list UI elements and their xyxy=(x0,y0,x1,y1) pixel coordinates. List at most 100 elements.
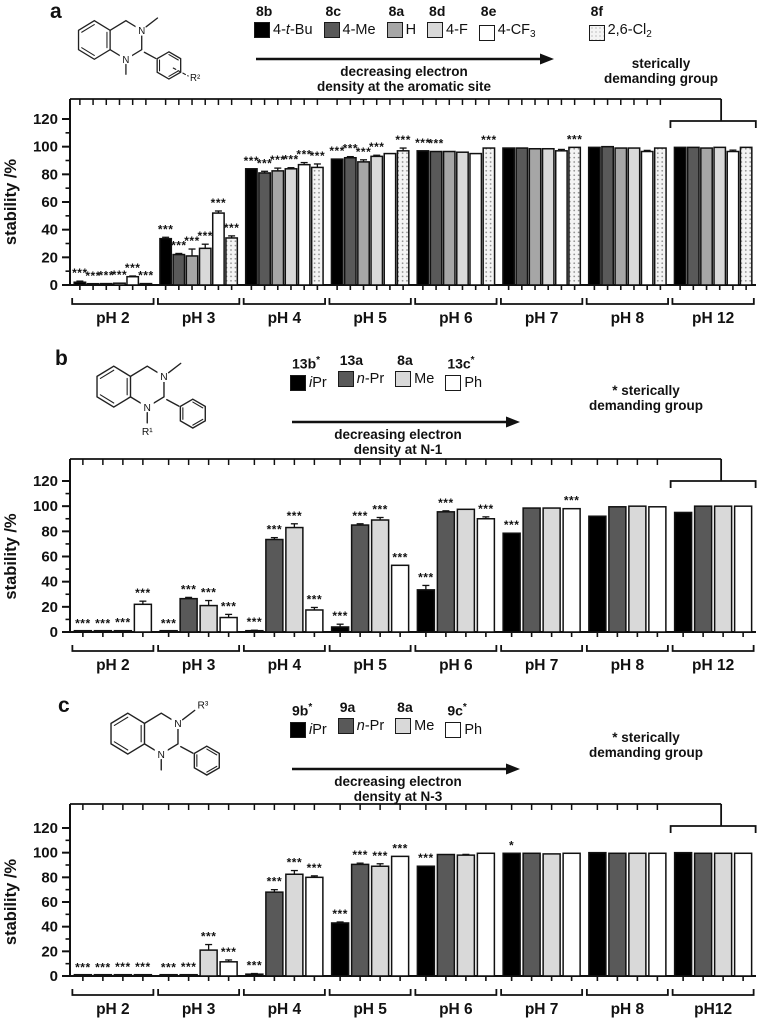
legend-swatch xyxy=(254,22,270,38)
legend-label: iPr xyxy=(309,721,327,738)
benzene-ring xyxy=(96,365,132,408)
legend-c: 9b* iPr 9a n-Pr 8a Me 9c* Ph xyxy=(290,700,493,738)
bar xyxy=(562,507,581,633)
x-category-label: pH 4 xyxy=(268,1001,302,1018)
bar xyxy=(429,150,443,286)
legend-label: 4-CF3 xyxy=(497,22,536,40)
significance-stars: *** xyxy=(267,523,283,537)
bar xyxy=(628,852,647,977)
bar xyxy=(608,506,627,633)
x-category-label: pH 7 xyxy=(525,1001,559,1018)
x-category-label: pH 8 xyxy=(611,310,645,327)
trend-arrow-b xyxy=(292,416,520,428)
y-tick-label: 0 xyxy=(50,277,58,294)
y-tick-label: 20 xyxy=(41,599,58,616)
bar xyxy=(305,609,324,633)
legend-label: Me xyxy=(414,718,435,734)
x-category-label: pH 12 xyxy=(692,657,734,674)
bar xyxy=(648,852,667,977)
bar xyxy=(733,852,753,977)
legend-swatch xyxy=(323,22,340,38)
chemical-structure-c: N N R³ xyxy=(110,701,220,776)
trend-arrow-caption-a: decreasing electron density at the aroma… xyxy=(254,64,554,94)
side-note-line: demanding group xyxy=(589,745,703,760)
significance-stars: *** xyxy=(247,615,263,629)
bar xyxy=(476,518,496,633)
legend-item-9c: 9c* Ph xyxy=(445,700,482,738)
significance-stars: *** xyxy=(181,960,197,974)
y-tick-label: 100 xyxy=(33,845,58,862)
legend-label: H xyxy=(405,22,417,38)
legend-compound-id: 8a xyxy=(397,699,413,715)
y-tick-label: 20 xyxy=(41,943,58,960)
bar xyxy=(73,973,93,977)
x-category-label: pH 3 xyxy=(182,657,216,674)
bar xyxy=(614,147,628,286)
bar xyxy=(93,629,113,633)
legend-swatch xyxy=(290,721,306,738)
side-note-b: * sterically demanding group xyxy=(556,383,736,413)
n3-substituent-label: R³ xyxy=(198,701,209,712)
significance-stars: *** xyxy=(478,502,494,516)
bar xyxy=(159,237,173,286)
x-category-label: pH 6 xyxy=(439,310,473,327)
x-category-label: pH 12 xyxy=(692,310,734,327)
legend-item-8f: 8f 2,6-Cl2 xyxy=(588,4,652,43)
significance-stars: *** xyxy=(244,154,260,168)
x-axis-groups: pH 2 pH 3 pH 4 pH 5 pH 6 pH 7 pH 8 pH 12 xyxy=(71,632,755,674)
bar xyxy=(390,564,410,633)
legend-compound-id: 13b* xyxy=(292,355,321,372)
y-tick-label: 0 xyxy=(50,968,58,985)
legend-item-13a: 13a n-Pr xyxy=(337,353,384,387)
bar xyxy=(396,150,410,286)
x-category-label: pH 3 xyxy=(182,1001,216,1018)
chemical-structure-b: N N R¹ xyxy=(96,362,206,438)
significance-stars: *** xyxy=(438,496,454,510)
legend-compound-id: 8e xyxy=(480,3,497,19)
legend-swatch xyxy=(337,718,354,734)
bar xyxy=(126,275,140,286)
bar xyxy=(185,255,199,286)
x-axis-groups: pH 2 pH 3 pH 4 pH 5 pH 6 pH 7 pH 8 pH 12 xyxy=(71,285,755,327)
bar xyxy=(522,852,541,977)
legend-swatch xyxy=(386,22,403,38)
panel-b-header: b N N R¹ 13b* iPr 13a xyxy=(0,335,764,457)
legend-compound-id: 9b* xyxy=(292,702,313,719)
bar xyxy=(442,150,456,286)
bar xyxy=(528,147,542,286)
bar xyxy=(456,151,469,286)
legend-compound-id: 8a xyxy=(388,3,405,19)
r2-variable-bond xyxy=(172,67,189,77)
bar xyxy=(390,855,410,977)
x-category-label: pH12 xyxy=(694,1001,732,1018)
legend-compound-id: 8b xyxy=(256,3,273,19)
bar xyxy=(726,150,740,286)
phenyl-ring xyxy=(193,745,220,776)
significance-stars: *** xyxy=(267,875,283,889)
legend-item-8e: 8e 4-CF3 xyxy=(478,3,536,43)
phenyl-ring xyxy=(179,398,206,429)
bar xyxy=(330,158,344,286)
y-tick-label: 80 xyxy=(41,523,58,540)
x-category-label: pH 3 xyxy=(182,310,216,327)
n3-atom: N xyxy=(160,372,167,383)
significance-stars: *** xyxy=(75,961,91,975)
legend-label: Me xyxy=(414,371,435,387)
x-category-label: pH 7 xyxy=(525,310,559,327)
bar xyxy=(199,949,218,977)
bar xyxy=(370,519,390,633)
significance-stars: *** xyxy=(75,616,91,630)
n3-methyl-bond xyxy=(167,362,182,374)
x-category-label: pH 6 xyxy=(439,657,473,674)
bar xyxy=(343,156,357,286)
legend-item-8d: 8d 4-F xyxy=(427,4,468,38)
bar xyxy=(673,511,693,633)
y-tick-label: 40 xyxy=(41,919,58,936)
y-tick-label: 100 xyxy=(33,139,58,156)
significance-stars: *** xyxy=(392,550,408,564)
bar xyxy=(265,538,284,633)
x-category-label: pH 4 xyxy=(268,657,302,674)
x-category-label: pH 2 xyxy=(96,1001,130,1018)
bar xyxy=(219,961,238,977)
